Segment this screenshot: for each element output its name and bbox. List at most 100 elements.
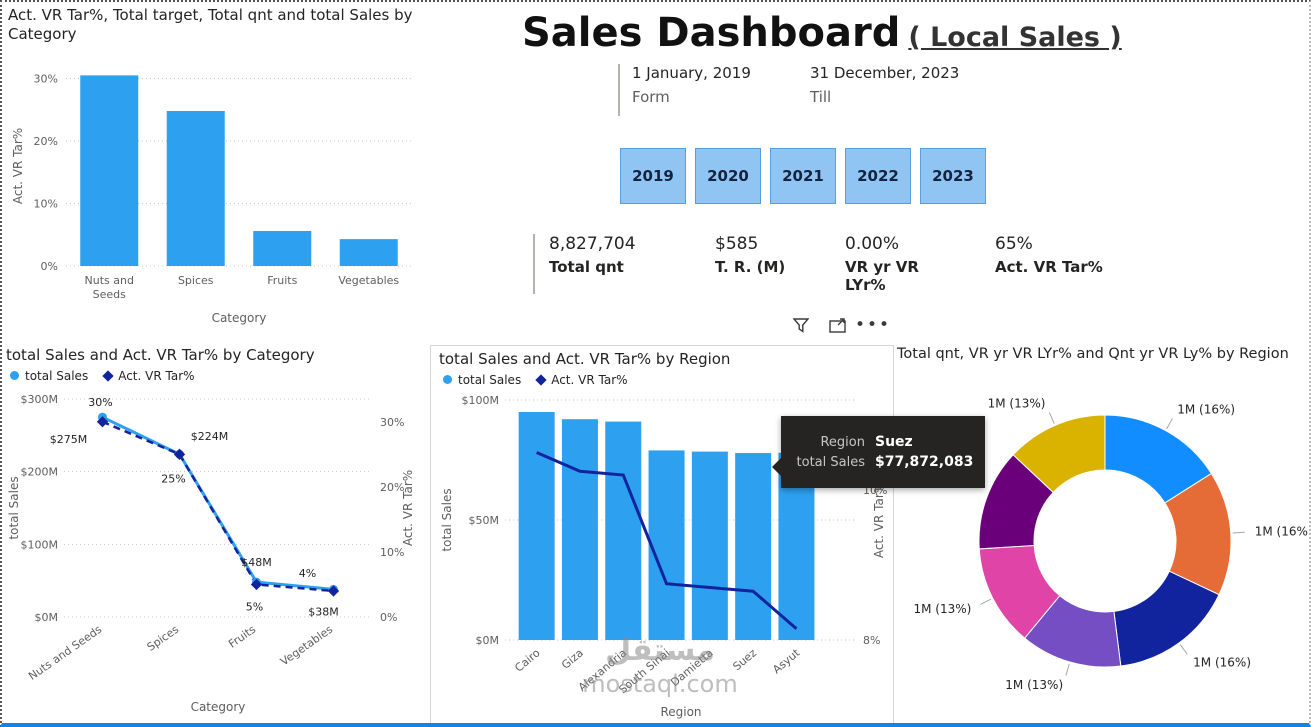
svg-text:$38M: $38M [308, 605, 339, 618]
diamond-marker-icon [535, 374, 547, 386]
svg-text:1M (16%): 1M (16%) [1255, 525, 1311, 539]
panel-qnt-by-region-donut: Total qnt, VR yr VR LYr% and Qnt yr VR L… [897, 345, 1311, 723]
date-till-label: Till [810, 88, 832, 106]
divider [618, 64, 620, 116]
svg-text:total Sales: total Sales [440, 488, 454, 551]
date-from-block: 1 January, 2019 Form [632, 64, 810, 106]
tooltip-label: total Sales [796, 455, 865, 470]
svg-text:30%: 30% [34, 72, 58, 85]
legend-item-total-sales[interactable]: total Sales [10, 369, 88, 383]
kpi-vr-yr-vr-lyr-: 0.00% VR yr VR LYr% [845, 234, 957, 294]
kpi-value: $585 [715, 234, 759, 254]
svg-text:Seeds: Seeds [93, 288, 127, 301]
svg-text:Fruits: Fruits [267, 274, 297, 287]
kpi-label: Total qnt [549, 258, 624, 276]
svg-text:Suez: Suez [730, 646, 759, 673]
legend-item-act-vr-tar-[interactable]: Act. VR Tar% [535, 372, 628, 387]
svg-text:Spices: Spices [178, 274, 214, 287]
kpi-t-r-m-: $585 T. R. (M) [715, 234, 807, 294]
svg-text:Giza: Giza [559, 646, 586, 671]
focus-mode-icon[interactable] [827, 315, 847, 335]
svg-text:Region: Region [660, 705, 701, 719]
chart-title: Total qnt, VR yr VR LYr% and Qnt yr VR L… [897, 346, 1289, 362]
svg-text:$48M: $48M [241, 556, 272, 569]
svg-text:Spices: Spices [145, 622, 182, 653]
svg-text:Act. VR Tar%: Act. VR Tar% [401, 470, 415, 546]
svg-text:$100M: $100M [21, 538, 59, 551]
chart-title: total Sales and Act. VR Tar% by Region [439, 350, 731, 368]
kpi-value: 65% [995, 234, 1033, 254]
svg-text:1M (13%): 1M (13%) [914, 602, 972, 616]
page-title: Sales Dashboard( Local Sales ) [522, 10, 1122, 56]
filter-icon[interactable] [791, 315, 811, 335]
donut-chart-qnt-by-region[interactable]: 1M (16%) 1M (16%) 1M (16%) 1M (13%) 1M (13%)… [897, 363, 1311, 723]
date-from-label: Form [632, 88, 670, 106]
legend-item-act-vr-tar-[interactable]: Act. VR Tar% [102, 368, 195, 383]
diamond-marker-icon [102, 370, 114, 382]
tooltip-rows: Region Suez total Sales $77,872,083 [793, 434, 974, 470]
svg-text:1M (16%): 1M (16%) [1193, 655, 1251, 669]
kpi-value: 0.00% [845, 234, 900, 254]
year-button-2021[interactable]: 2021 [770, 148, 836, 204]
tooltip-value: Suez [875, 434, 913, 450]
chart-title: Act. VR Tar%, Total target, Total qnt an… [8, 6, 413, 43]
visual-toolbar: ••• [791, 315, 892, 335]
combo-chart-sales-vr-by-category[interactable]: $0M $100M $200M $300M 0% 10% 20% 30% $275M $224M $… [6, 383, 426, 719]
tooltip-row: total Sales $77,872,083 [793, 454, 974, 470]
panel-sales-vr-by-region: total Sales and Act. VR Tar% by Region t… [430, 345, 894, 723]
svg-text:0%: 0% [380, 611, 397, 624]
legend-label: Act. VR Tar% [118, 368, 195, 383]
tooltip-value: $77,872,083 [875, 454, 974, 470]
svg-text:5%: 5% [246, 600, 263, 613]
svg-text:Cairo: Cairo [512, 646, 542, 674]
svg-text:$50M: $50M [469, 514, 500, 527]
legend: total Sales Act. VR Tar% [10, 369, 428, 383]
svg-text:$275M: $275M [50, 433, 88, 446]
year-button-2022[interactable]: 2022 [845, 148, 911, 204]
date-till-block: 31 December, 2023 Till [810, 64, 988, 106]
svg-text:$0M: $0M [476, 634, 500, 647]
svg-text:$0M: $0M [35, 611, 59, 624]
more-options-icon[interactable]: ••• [854, 315, 892, 335]
kpi-label: Act. VR Tar% [995, 258, 1103, 276]
svg-text:$224M: $224M [191, 430, 229, 443]
svg-text:4%: 4% [299, 567, 316, 580]
kpi-value: 8,827,704 [549, 234, 636, 254]
legend-label: total Sales [458, 372, 522, 387]
legend-label: Act. VR Tar% [551, 372, 628, 387]
chart-tooltip: Region Suez total Sales $77,872,083 [772, 416, 985, 488]
svg-text:Category: Category [212, 311, 267, 325]
year-button-2020[interactable]: 2020 [695, 148, 761, 204]
legend: total Sales Act. VR Tar% [443, 373, 893, 387]
svg-text:Nuts and Seeds: Nuts and Seeds [26, 622, 104, 682]
svg-text:20%: 20% [34, 135, 58, 148]
dashboard-title: Sales Dashboard [522, 10, 901, 56]
svg-text:$300M: $300M [21, 393, 59, 406]
svg-text:$100M: $100M [462, 394, 500, 407]
svg-text:Asyut: Asyut [770, 646, 803, 676]
svg-text:$200M: $200M [21, 465, 59, 478]
legend-item-total-sales[interactable]: total Sales [443, 373, 521, 387]
year-button-2023[interactable]: 2023 [920, 148, 986, 204]
svg-text:Vegetables: Vegetables [338, 274, 399, 287]
svg-text:8%: 8% [863, 634, 880, 647]
svg-text:Nuts and: Nuts and [85, 274, 134, 287]
date-range: 1 January, 2019 Form 31 December, 2023 T… [618, 64, 988, 116]
svg-text:Category: Category [191, 700, 246, 714]
chart-title: total Sales and Act. VR Tar% by Category [6, 346, 315, 364]
svg-text:Vegetables: Vegetables [278, 622, 335, 668]
svg-text:1M (13%): 1M (13%) [988, 396, 1046, 410]
svg-text:10%: 10% [380, 546, 404, 559]
svg-text:Fruits: Fruits [226, 622, 258, 650]
circle-marker-icon [443, 375, 452, 385]
svg-text:30%: 30% [380, 416, 404, 429]
kpi-row: 8,827,704 Total qnt $585 T. R. (M) 0.00% VR y… [533, 234, 1141, 294]
svg-text:25%: 25% [161, 472, 185, 485]
year-button-2019[interactable]: 2019 [620, 148, 686, 204]
svg-text:0%: 0% [41, 260, 58, 273]
svg-text:20%: 20% [380, 481, 404, 494]
year-filter-buttons: 2019 2020 2021 2022 2023 [620, 148, 986, 204]
kpi-label: VR yr VR LYr% [845, 258, 919, 294]
